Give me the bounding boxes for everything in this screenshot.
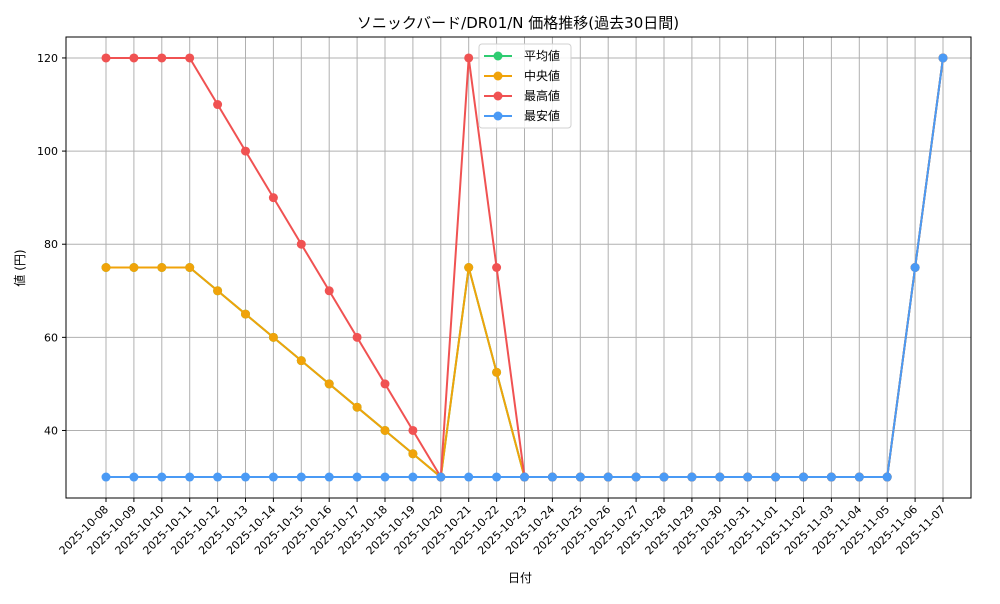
data-point xyxy=(464,263,474,272)
data-point xyxy=(436,472,446,482)
data-point xyxy=(380,425,390,435)
data-point xyxy=(408,425,418,435)
data-point xyxy=(603,472,613,482)
legend-label: 中央値 xyxy=(524,68,560,83)
series-最安値 xyxy=(101,53,948,482)
legend-item: 最高値 xyxy=(484,88,560,103)
data-point xyxy=(268,472,278,482)
data-point xyxy=(854,472,864,482)
data-point xyxy=(408,472,418,482)
data-point xyxy=(826,472,836,482)
data-point xyxy=(324,379,334,389)
data-point xyxy=(157,53,167,63)
data-point xyxy=(882,472,892,482)
data-point xyxy=(241,146,250,156)
y-tick-label: 60 xyxy=(44,331,58,344)
legend-label: 最安値 xyxy=(524,108,560,123)
data-point xyxy=(213,286,223,296)
data-point xyxy=(938,53,948,63)
y-axis-label: 値 (円) xyxy=(12,249,27,286)
x-axis-label: 日付 xyxy=(508,571,532,585)
data-point xyxy=(659,472,669,482)
data-point xyxy=(129,472,139,482)
data-point xyxy=(547,472,557,482)
data-point xyxy=(324,472,334,482)
data-point xyxy=(157,263,167,272)
data-point xyxy=(324,286,334,296)
data-point xyxy=(241,472,250,482)
data-point xyxy=(185,53,195,63)
legend-item: 平均値 xyxy=(484,48,560,63)
legend-marker-icon xyxy=(493,51,503,61)
data-point xyxy=(492,472,502,482)
data-point xyxy=(715,472,725,482)
data-point xyxy=(380,472,390,482)
data-point xyxy=(575,472,585,482)
data-point xyxy=(101,53,111,63)
data-point xyxy=(296,472,306,482)
y-tick-label: 100 xyxy=(37,145,58,158)
data-point xyxy=(185,472,195,482)
data-point xyxy=(268,332,278,342)
legend-box xyxy=(478,43,572,129)
y-tick-label: 40 xyxy=(44,424,58,437)
y-tick-label: 80 xyxy=(44,238,58,251)
data-point xyxy=(743,472,753,482)
data-point xyxy=(268,193,278,203)
data-point xyxy=(687,472,697,482)
data-point xyxy=(101,263,111,272)
data-point xyxy=(799,472,808,482)
legend-marker-icon xyxy=(493,91,503,101)
data-point xyxy=(352,402,362,412)
data-point xyxy=(631,472,641,482)
legend-label: 最高値 xyxy=(524,88,560,103)
legend-item: 中央値 xyxy=(484,68,560,83)
data-point xyxy=(352,332,362,342)
data-point xyxy=(241,309,250,319)
data-point xyxy=(408,449,418,459)
legend-item: 最安値 xyxy=(484,108,560,123)
data-point xyxy=(185,263,195,272)
data-point xyxy=(464,472,474,482)
chart-title: ソニックバード/DR01/N 価格推移(過去30日間) xyxy=(357,14,679,32)
data-point xyxy=(352,472,362,482)
legend-marker-icon xyxy=(493,71,503,81)
legend-label: 平均値 xyxy=(524,48,560,63)
x-axis-ticks: 2025-10-082025-10-092025-10-102025-10-11… xyxy=(57,498,948,557)
data-point xyxy=(213,472,223,482)
data-point xyxy=(101,472,111,482)
data-point xyxy=(520,472,529,482)
data-point xyxy=(129,263,139,272)
data-point xyxy=(213,100,223,110)
data-point xyxy=(380,379,390,389)
data-point xyxy=(296,356,306,366)
y-axis-ticks: 40 60 80 100 120 xyxy=(37,52,66,437)
legend-marker-icon xyxy=(493,111,503,121)
data-point xyxy=(296,239,306,249)
plot-frame xyxy=(65,36,972,499)
data-point xyxy=(492,367,502,377)
y-tick-label: 120 xyxy=(37,52,58,65)
data-point xyxy=(910,263,920,272)
series-lines xyxy=(101,53,948,482)
data-point xyxy=(129,53,139,63)
data-point xyxy=(492,263,502,272)
data-point xyxy=(771,472,781,482)
data-point xyxy=(464,53,474,63)
data-point xyxy=(157,472,167,482)
